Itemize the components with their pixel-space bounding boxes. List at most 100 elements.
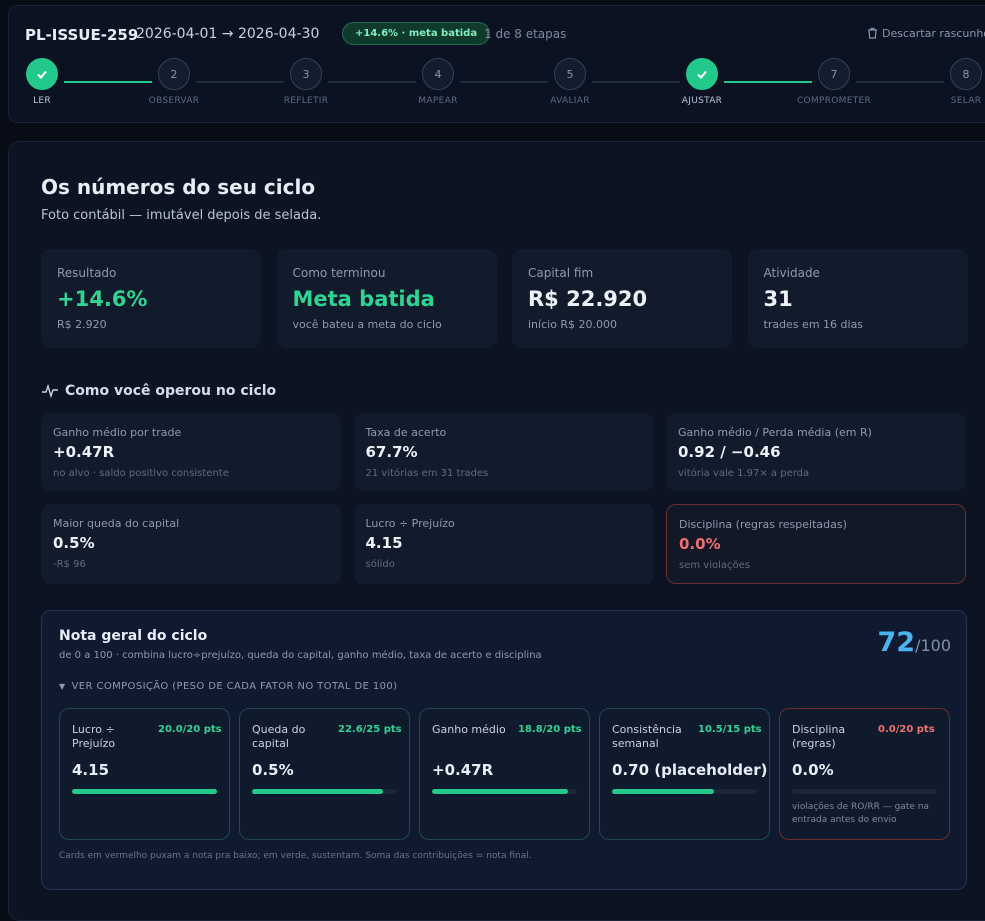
step-connector: [328, 81, 416, 83]
score-max: /100: [915, 636, 951, 655]
metric-label: Taxa de acerto: [365, 426, 447, 439]
step-label: AVALIAR: [550, 96, 590, 106]
metric-sub: -R$ 96: [53, 559, 86, 570]
metric-value: +0.47R: [53, 443, 115, 461]
metric-sub: 21 vitórias em 31 trades: [365, 468, 489, 479]
kpi-card: Como terminou Meta batida você bateu a met…: [276, 249, 497, 348]
step-circle: 3: [290, 58, 322, 90]
issue-id: PL-ISSUE-259: [25, 26, 139, 44]
score-card: Nota geral do ciclo de 0 a 100 · combina…: [41, 610, 967, 890]
step-connector: [724, 81, 812, 83]
step[interactable]: 2 OBSERVAR: [114, 58, 234, 106]
kpi-value: 31: [763, 287, 793, 311]
metric-value: 4.15: [365, 534, 403, 552]
metric-value: 67.7%: [365, 443, 418, 461]
step-connector: [196, 81, 284, 83]
progress-track: [792, 789, 937, 794]
step[interactable]: 4 MAPEAR: [378, 58, 498, 106]
part-value: 0.0%: [792, 761, 834, 779]
step-label: REFLETIR: [283, 96, 329, 106]
part-name: Consistência semanal: [612, 723, 682, 750]
part-name: Disciplina (regras): [792, 723, 846, 750]
score-subtitle: de 0 a 100 · combina lucro÷prejuízo, que…: [59, 650, 542, 661]
kpi-label: Capital fim: [528, 266, 594, 280]
step-label: MAPEAR: [418, 96, 458, 106]
part-points: 0.0/20 pts: [878, 724, 935, 735]
trash-icon: [868, 27, 877, 39]
kpi-card: Resultado +14.6% R$ 2.920: [41, 249, 261, 348]
part-points: 10.5/15 pts: [698, 724, 762, 735]
kpi-label: Resultado: [57, 266, 117, 280]
metric-label: Ganho médio por trade: [53, 426, 182, 439]
part-name: Lucro ÷ Prejuízo: [72, 723, 116, 750]
step-label: LER: [33, 96, 51, 106]
section-title: Como você operou no ciclo: [65, 383, 277, 399]
title: Os números do seu ciclo: [41, 175, 316, 199]
kpi-label: Como terminou: [292, 266, 386, 280]
part-value: 4.15: [72, 761, 110, 779]
metric-label: Lucro ÷ Prejuízo: [365, 517, 455, 530]
score-part-card: Ganho médio 18.8/20 pts +0.47R: [419, 708, 590, 840]
metric-value: 0.92 / −0.46: [678, 443, 781, 461]
pulse-icon: [42, 384, 58, 398]
step-circle: 5: [554, 58, 586, 90]
score-part-card: Queda do capital 22.6/25 pts 0.5%: [239, 708, 410, 840]
period: 2026-04-01 → 2026-04-30: [136, 26, 320, 42]
progress-fill: [72, 789, 217, 794]
step-label: AJUSTAR: [681, 96, 723, 106]
step-circle: [686, 58, 718, 90]
progress-fill: [252, 789, 384, 794]
metric-sub: sólido: [365, 559, 395, 570]
step[interactable]: 5 AVALIAR: [510, 58, 630, 106]
discard-button[interactable]: Descartar rascunho: [867, 27, 985, 40]
step-connector: [64, 81, 152, 83]
metric-label: Maior queda do capital: [53, 517, 180, 530]
metric-value: 0.5%: [53, 534, 95, 552]
part-value: 0.5%: [252, 761, 294, 779]
check-icon: [697, 70, 707, 79]
metric-card: Lucro ÷ Prejuízo 4.15 sólido: [353, 504, 654, 584]
step[interactable]: 8 SELAR: [906, 58, 985, 106]
metric-sub: no alvo · saldo positivo consistente: [53, 468, 229, 479]
stage-count: 1 de 8 etapas: [484, 27, 567, 41]
step-connector: [460, 81, 548, 83]
metric-value: 0.0%: [679, 535, 721, 553]
score-number: 72: [877, 627, 916, 658]
part-name: Ganho médio: [432, 723, 506, 736]
step[interactable]: LER: [0, 58, 102, 106]
kpi-value: R$ 22.920: [528, 287, 648, 311]
score-part-card: Consistência semanal 10.5/15 pts 0.70 (pla…: [599, 708, 770, 840]
page: PL-ISSUE-259 2026-04-01 → 2026-04-30 +14…: [8, 5, 985, 921]
score-title: Nota geral do ciclo: [59, 628, 208, 644]
kpi-sub: início R$ 20.000: [528, 318, 618, 331]
part-points: 20.0/20 pts: [158, 724, 222, 735]
progress-track: [612, 789, 757, 794]
metric-card: Taxa de acerto 67.7% 21 vitórias em 31 tra…: [353, 413, 654, 491]
score-value: 72/100: [877, 627, 951, 658]
metric-sub: vitória vale 1.97× a perda: [678, 468, 810, 479]
score-part-card: Lucro ÷ Prejuízo 20.0/20 pts 4.15: [59, 708, 230, 840]
progress-track: [72, 789, 217, 794]
metric-label: Disciplina (regras respeitadas): [679, 518, 847, 531]
step-connector: [856, 81, 944, 83]
kpi-label: Atividade: [763, 266, 820, 280]
score-part-card: Disciplina (regras) 0.0/20 pts 0.0% violaçõ…: [779, 708, 950, 840]
step-label: OBSERVAR: [148, 96, 200, 106]
kpi-sub: trades em 16 dias: [763, 318, 864, 331]
step[interactable]: 7 COMPROMETER: [774, 58, 894, 106]
step[interactable]: AJUSTAR: [642, 58, 762, 106]
stepper-panel: PL-ISSUE-259 2026-04-01 → 2026-04-30 +14…: [8, 5, 985, 123]
step[interactable]: 3 REFLETIR: [246, 58, 366, 106]
metric-card: Ganho médio por trade +0.47R no alvo · sal…: [41, 413, 341, 491]
step-circle: 8: [950, 58, 982, 90]
metric-card: Disciplina (regras respeitadas) 0.0% sem v…: [666, 504, 966, 584]
step-label: SELAR: [950, 96, 982, 106]
part-value: 0.70 (placeholder): [612, 761, 768, 779]
progress-track: [252, 789, 397, 794]
progress-fill: [612, 789, 714, 794]
composition-toggle[interactable]: ▼ VER COMPOSIÇÃO (PESO DE CADA FATOR NO T…: [59, 681, 398, 692]
kpi-card: Atividade 31 trades em 16 dias: [747, 249, 968, 348]
part-name: Queda do capital: [252, 723, 306, 750]
discard-label: Descartar rascunho: [882, 27, 985, 40]
kpi-value: +14.6%: [57, 287, 148, 311]
